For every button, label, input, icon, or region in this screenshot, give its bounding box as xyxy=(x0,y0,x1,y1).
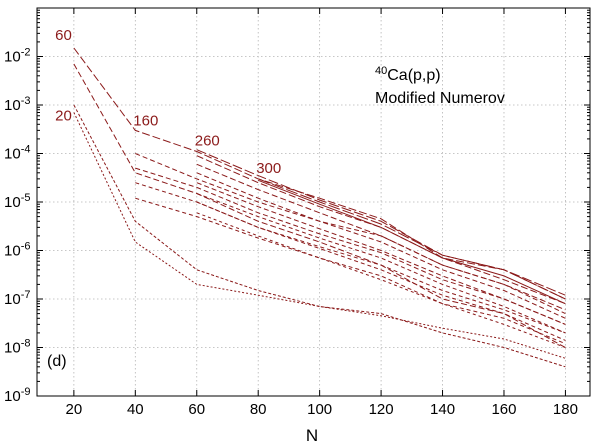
y-tick-label: 10-8 xyxy=(4,338,30,357)
y-tick-label: 10-5 xyxy=(4,192,30,211)
axis-ticks: 20 40 60 80 100 120 140 160 180 10-9 10-8 10-7 10-6 1… xyxy=(4,8,590,418)
x-tick-label: 20 xyxy=(66,401,83,418)
x-tick-label: 120 xyxy=(369,401,394,418)
curve-label: 260 xyxy=(195,133,220,150)
x-tick-label: 40 xyxy=(127,401,144,418)
curve-label: 60 xyxy=(55,27,72,44)
y-tick-label: 10-6 xyxy=(4,241,30,260)
x-axis-title: N xyxy=(306,426,318,445)
series-line-14 xyxy=(196,193,566,334)
series-line-10 xyxy=(196,155,566,305)
annotation-method: Modified Numerov xyxy=(375,90,505,107)
series-line-16 xyxy=(196,212,566,348)
y-tick-label: 10-2 xyxy=(4,47,30,66)
series-line-18 xyxy=(258,179,566,305)
y-tick-label: 10-3 xyxy=(4,95,30,114)
curve-label: 20 xyxy=(55,108,72,125)
series-line-3 xyxy=(73,112,566,359)
series-line-8 xyxy=(135,197,566,345)
series-line-17 xyxy=(258,178,566,300)
series-line-2 xyxy=(73,104,566,368)
annotation-reaction: 40Ca(p,p) xyxy=(375,65,441,84)
series-line-13 xyxy=(196,182,566,325)
panel-label: (d) xyxy=(47,353,67,370)
curve-label: 160 xyxy=(133,112,158,129)
series-line-6 xyxy=(135,167,566,325)
annotation-nucleus: 40 xyxy=(375,65,387,77)
x-tick-label: 100 xyxy=(307,401,332,418)
series-group xyxy=(73,47,566,368)
annotation-reaction-text: Ca(p,p) xyxy=(387,67,440,84)
x-tick-label: 140 xyxy=(430,401,455,418)
x-tick-label: 60 xyxy=(188,401,205,418)
series-line-7 xyxy=(135,182,566,334)
series-line-4 xyxy=(73,63,566,348)
y-tick-label: 10-9 xyxy=(4,386,30,405)
x-tick-label: 80 xyxy=(250,401,267,418)
curve-labels: 60 20 160 260 300 xyxy=(55,27,281,177)
series-line-5 xyxy=(135,153,566,315)
series-line-12 xyxy=(196,172,566,319)
series-line-15 xyxy=(196,201,566,341)
series-line-1 xyxy=(73,47,566,300)
grid xyxy=(37,8,590,397)
y-tick-label: 10-7 xyxy=(4,289,30,308)
series-line-11 xyxy=(196,163,566,311)
y-tick-label: 10-4 xyxy=(4,144,30,163)
x-tick-label: 180 xyxy=(553,401,578,418)
x-tick-label: 160 xyxy=(491,401,516,418)
curve-label: 300 xyxy=(256,160,281,177)
